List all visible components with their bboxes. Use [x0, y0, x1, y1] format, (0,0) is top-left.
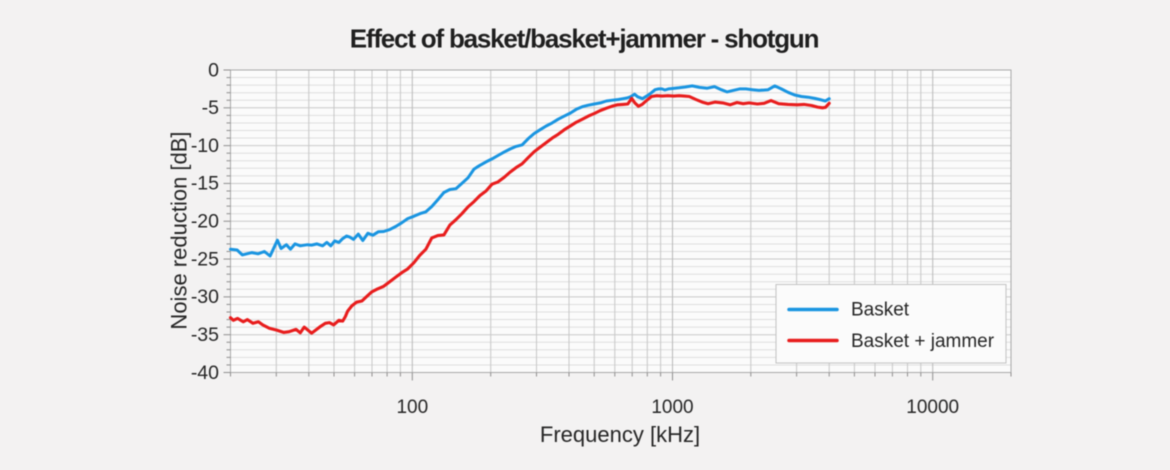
svg-text:-10: -10: [191, 135, 219, 157]
svg-text:Basket: Basket: [851, 300, 910, 321]
svg-text:100: 100: [396, 397, 428, 418]
svg-text:-30: -30: [191, 286, 219, 308]
svg-text:-15: -15: [191, 173, 219, 195]
svg-text:-35: -35: [191, 324, 219, 346]
svg-text:Frequency [kHz]: Frequency [kHz]: [540, 422, 700, 447]
svg-text:0: 0: [208, 59, 219, 81]
svg-text:Noise reduction [dB]: Noise reduction [dB]: [167, 131, 192, 329]
svg-text:-5: -5: [202, 97, 219, 119]
svg-text:10000: 10000: [906, 397, 959, 418]
svg-text:Effect of basket/basket+jammer: Effect of basket/basket+jammer - shotgun: [350, 24, 819, 54]
svg-text:Basket + jammer: Basket + jammer: [851, 331, 995, 352]
svg-text:1000: 1000: [651, 397, 693, 418]
svg-text:-25: -25: [191, 248, 219, 270]
svg-text:-20: -20: [191, 211, 219, 233]
svg-text:-40: -40: [191, 362, 219, 384]
